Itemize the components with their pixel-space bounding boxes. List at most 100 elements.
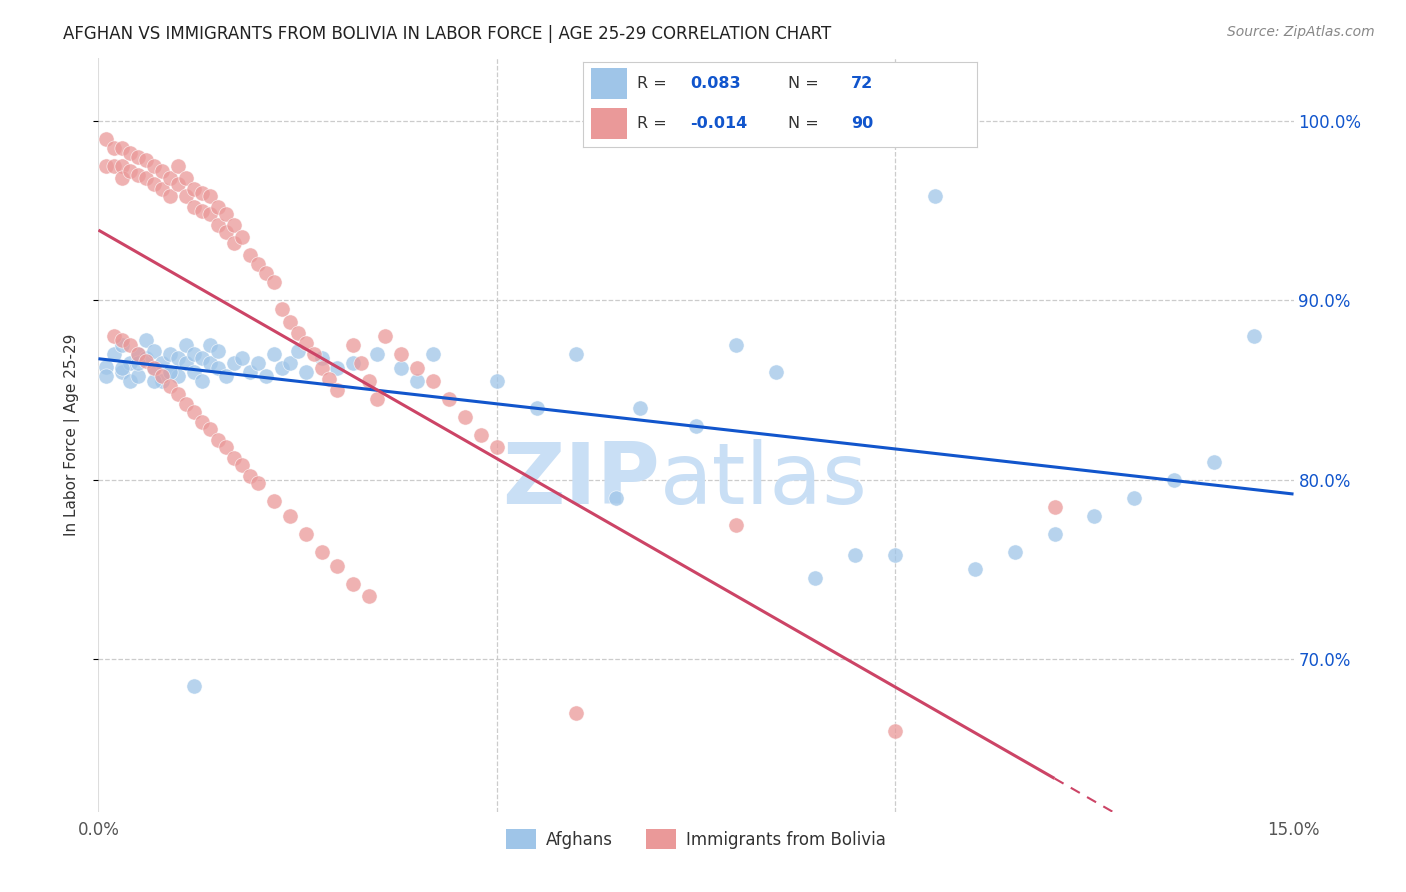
Point	[127, 356, 149, 370]
Point	[263, 275, 285, 289]
Point	[120, 338, 142, 352]
Point	[103, 159, 125, 173]
Point	[1004, 544, 1026, 558]
Point	[1043, 500, 1066, 514]
Point	[167, 386, 190, 401]
Point	[231, 458, 253, 473]
Point	[111, 338, 134, 352]
Text: Source: ZipAtlas.com: Source: ZipAtlas.com	[1227, 25, 1375, 39]
Point	[207, 218, 229, 232]
Point	[111, 171, 134, 186]
Point	[326, 558, 349, 573]
Point	[159, 189, 181, 203]
Point	[167, 368, 190, 383]
Point	[174, 171, 197, 186]
Point	[143, 177, 166, 191]
Point	[207, 200, 229, 214]
Point	[167, 159, 190, 173]
Point	[198, 189, 221, 203]
Point	[628, 401, 651, 415]
Point	[263, 494, 285, 508]
Point	[406, 361, 429, 376]
Point	[150, 182, 173, 196]
Y-axis label: In Labor Force | Age 25-29: In Labor Force | Age 25-29	[65, 334, 80, 536]
Point	[389, 361, 412, 376]
Point	[270, 361, 292, 376]
Point	[103, 329, 125, 343]
Point	[215, 225, 238, 239]
Point	[183, 200, 205, 214]
Point	[159, 379, 181, 393]
Point	[215, 207, 238, 221]
Point	[174, 189, 197, 203]
Point	[111, 361, 134, 376]
Point	[278, 356, 301, 370]
Point	[231, 230, 253, 244]
Point	[143, 343, 166, 358]
Point	[318, 372, 340, 386]
Text: N =: N =	[789, 76, 824, 91]
Text: 90: 90	[851, 116, 873, 131]
Point	[366, 392, 388, 406]
Point	[127, 368, 149, 383]
Point	[311, 351, 333, 365]
Point	[127, 168, 149, 182]
Point	[96, 159, 118, 173]
Point	[135, 354, 157, 368]
Point	[270, 302, 292, 317]
Point	[389, 347, 412, 361]
Point	[287, 343, 309, 358]
Text: R =: R =	[637, 116, 672, 131]
Point	[96, 132, 118, 146]
Point	[254, 368, 277, 383]
Point	[120, 356, 142, 370]
Point	[884, 548, 907, 562]
Point	[183, 365, 205, 379]
Point	[111, 141, 134, 155]
Point	[246, 257, 269, 271]
Point	[198, 356, 221, 370]
Point	[150, 374, 173, 388]
Point	[246, 476, 269, 491]
Point	[437, 392, 460, 406]
Point	[239, 365, 262, 379]
Point	[724, 338, 747, 352]
Point	[159, 365, 181, 379]
Point	[207, 361, 229, 376]
Point	[311, 361, 333, 376]
Point	[120, 164, 142, 178]
Point	[804, 571, 827, 585]
Point	[311, 544, 333, 558]
Point	[231, 351, 253, 365]
Point	[150, 368, 173, 383]
Point	[422, 347, 444, 361]
Point	[1202, 455, 1225, 469]
Point	[263, 347, 285, 361]
Point	[685, 418, 707, 433]
Point	[159, 365, 181, 379]
Point	[1243, 329, 1265, 343]
Point	[1043, 526, 1066, 541]
Point	[111, 333, 134, 347]
Point	[239, 248, 262, 262]
Point	[135, 333, 157, 347]
FancyBboxPatch shape	[592, 108, 627, 139]
Point	[765, 365, 787, 379]
Point	[470, 428, 492, 442]
Point	[143, 361, 166, 376]
Text: ZIP: ZIP	[502, 439, 661, 522]
Point	[96, 368, 118, 383]
Text: R =: R =	[637, 76, 672, 91]
Point	[287, 326, 309, 340]
Point	[191, 203, 214, 218]
Point	[135, 171, 157, 186]
Point	[127, 347, 149, 361]
Point	[302, 347, 325, 361]
Point	[254, 266, 277, 280]
Point	[207, 434, 229, 448]
Point	[191, 351, 214, 365]
Text: -0.014: -0.014	[690, 116, 747, 131]
Point	[884, 723, 907, 738]
Point	[454, 409, 477, 424]
Point	[359, 374, 381, 388]
